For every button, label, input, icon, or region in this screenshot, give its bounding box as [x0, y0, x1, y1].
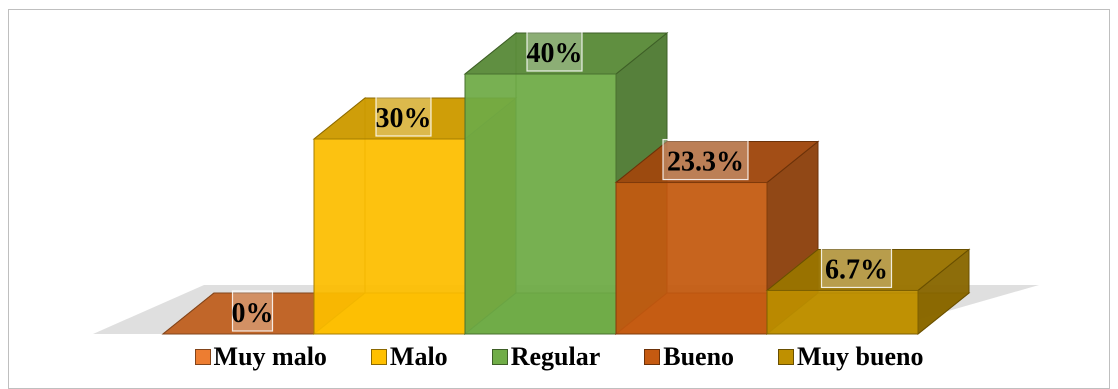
legend-item-regular: Regular [491, 342, 601, 371]
data-label-malo: 30% [375, 95, 432, 137]
bar-front-bueno [615, 182, 768, 335]
bar-front-malo [313, 138, 466, 335]
data-label-box-malo [375, 95, 432, 137]
bar-front-muy-bueno [766, 289, 919, 335]
bar-muy-bueno [765, 248, 971, 336]
data-label-text-muy-malo: 0% [232, 298, 274, 329]
bar-chart-3d: 0% 30% 40% 23.3% 6.7% [93, 30, 1039, 336]
legend-label-muy-bueno: Muy bueno [797, 342, 924, 371]
data-label-text-muy-bueno: 6.7% [825, 254, 888, 285]
chart-legend: Muy malo Malo Regular Bueno Muy bueno [0, 340, 1118, 374]
data-label-box-regular [526, 30, 583, 72]
data-label-box-muy-bueno [820, 246, 893, 289]
data-label-text-regular: 40% [527, 38, 583, 69]
data-label-box-muy-malo [231, 290, 274, 332]
data-label-text-malo: 30% [376, 103, 432, 134]
legend-label-regular: Regular [510, 342, 601, 371]
bars [161, 31, 971, 336]
data-label-bueno: 23.3% [662, 138, 749, 181]
legend-swatch-regular [491, 349, 508, 365]
data-label-regular: 40% [526, 30, 583, 72]
legend-item-muy-bueno: Muy bueno [778, 344, 923, 370]
legend-item-bueno: Bueno [644, 344, 734, 370]
data-label-muy-bueno: 6.7% [820, 246, 893, 289]
data-label-muy-malo: 0% [231, 290, 274, 332]
legend-swatch-muy-bueno [778, 349, 795, 365]
data-labels: 0% 30% 40% 23.3% 6.7% [231, 30, 893, 332]
bar-front-regular [464, 73, 617, 335]
legend-item-muy-malo: Muy malo [194, 342, 327, 371]
legend-swatch-bueno [644, 349, 661, 365]
legend-swatch-malo [370, 349, 387, 365]
data-label-text-bueno: 23.3% [667, 147, 744, 178]
legend-label-muy-malo: Muy malo [213, 342, 327, 371]
legend-item-malo: Malo [370, 342, 448, 371]
data-label-box-bueno [662, 138, 749, 181]
legend-swatch-muy-malo [194, 349, 211, 365]
legend-label-bueno: Bueno [663, 342, 735, 371]
legend-label-malo: Malo [389, 342, 448, 371]
